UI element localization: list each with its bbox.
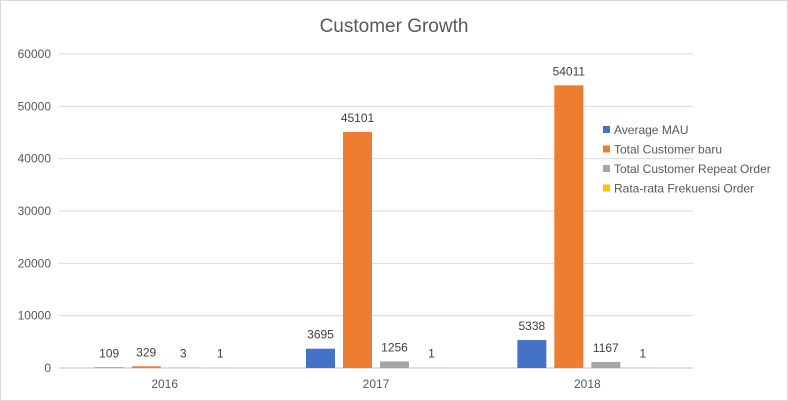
y-tick-label: 10000 xyxy=(18,309,52,323)
legend-label: Total Customer baru xyxy=(614,143,722,157)
data-label: 45101 xyxy=(341,111,375,125)
data-label: 3695 xyxy=(307,328,334,342)
bar xyxy=(343,131,372,368)
x-tick-label: 2016 xyxy=(151,377,178,391)
legend-label: Total Customer Repeat Order xyxy=(614,162,771,176)
data-label: 1 xyxy=(217,347,224,361)
bar xyxy=(205,367,235,368)
bar xyxy=(591,361,621,368)
bar xyxy=(131,366,161,368)
legend-swatch xyxy=(603,184,610,192)
y-tick-label: 50000 xyxy=(18,99,52,113)
bar xyxy=(94,367,124,368)
y-tick-label: 60000 xyxy=(18,47,52,61)
data-label: 109 xyxy=(99,346,119,360)
legend-label: Rata-rata Frekuensi Order xyxy=(614,182,754,196)
bar xyxy=(417,367,446,368)
y-tick-label: 30000 xyxy=(18,204,52,218)
data-label: 1 xyxy=(639,347,646,361)
y-tick-label: 0 xyxy=(44,361,51,375)
data-label: 54011 xyxy=(553,64,586,78)
data-label: 1167 xyxy=(593,341,619,355)
bar xyxy=(517,340,547,368)
bar xyxy=(380,361,409,368)
bar xyxy=(306,348,335,368)
legend-swatch xyxy=(603,165,610,172)
y-tick-label: 40000 xyxy=(18,152,52,166)
legend: Average MAU Total Customer baru Total Cust… xyxy=(603,123,771,196)
data-label: 5338 xyxy=(518,319,545,333)
chart-title: Customer Growth xyxy=(320,16,469,37)
data-labels: 109 329 3 1 3695 45101 1256 1 5338 54011 1167 1 xyxy=(99,64,646,360)
legend-label: Average MAU xyxy=(614,123,688,137)
bar xyxy=(628,367,658,368)
y-tick-label: 20000 xyxy=(18,256,52,270)
legend-swatch xyxy=(603,145,610,153)
x-tick-label: 2018 xyxy=(574,377,601,391)
bar xyxy=(168,367,198,368)
data-label: 3 xyxy=(180,347,187,361)
bar xyxy=(554,85,584,368)
legend-swatch xyxy=(603,126,610,133)
data-label: 1256 xyxy=(381,340,408,354)
data-label: 1 xyxy=(428,347,435,361)
bars xyxy=(94,85,658,368)
gridlines xyxy=(59,53,693,369)
x-tick-label: 2017 xyxy=(363,377,390,391)
y-axis-ticks: 0 10000 20000 30000 40000 50000 60000 xyxy=(18,47,52,375)
x-axis-ticks: 2016 2017 2018 xyxy=(151,377,601,391)
data-label: 329 xyxy=(136,345,156,359)
